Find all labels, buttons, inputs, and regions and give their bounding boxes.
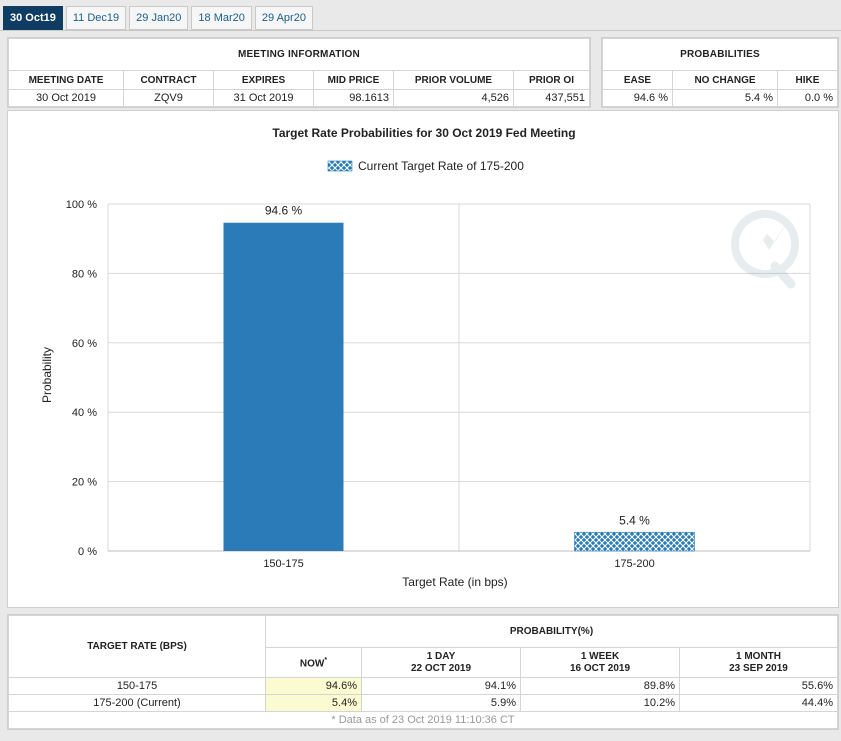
chart-labels: 0 % 20 % 40 % 60 % 80 % 100 % 94.6 % 150-175 5.4… [66, 199, 655, 570]
one-month-value-cell: 55.6% [679, 677, 838, 695]
one-day-date: 22 OCT 2019 [410, 662, 472, 674]
tab-18-mar20[interactable]: 18 Mar20 [191, 6, 252, 30]
prior-volume-header: PRIOR VOLUME [393, 70, 514, 90]
now-value-cell: 5.4% [265, 694, 362, 712]
contract-header: CONTRACT [123, 70, 214, 90]
one-week-value-cell: 10.2% [520, 694, 680, 712]
y-tick-label: 0 % [78, 546, 97, 558]
tab-29-jan20[interactable]: 29 Jan20 [129, 6, 189, 30]
expires-value: 31 Oct 2019 [213, 89, 314, 107]
contract-value: ZQV9 [123, 89, 214, 107]
mid-price-header: MID PRICE [313, 70, 394, 90]
chart-title: Target Rate Probabilities for 30 Oct 201… [272, 126, 575, 140]
no-change-value: 5.4 % [672, 89, 778, 107]
tabs-divider [0, 30, 841, 31]
one-day-header: 1 DAY 22 OCT 2019 [361, 647, 521, 678]
now-value-cell: 94.6% [265, 677, 362, 695]
tab-11-dec19[interactable]: 11 Dec19 [65, 6, 127, 30]
meeting-tabs: 30 Oct19 11 Dec19 29 Jan20 18 Mar20 29 A… [3, 6, 316, 30]
target-rate-cell: 150-175 [8, 677, 266, 695]
probability-chart: Target Rate Probabilities for 30 Oct 201… [40, 126, 811, 589]
y-tick-label: 80 % [72, 268, 97, 280]
bar-150-175[interactable] [223, 222, 344, 551]
meeting-information-title: MEETING INFORMATION [8, 38, 590, 71]
bar-value-label: 5.4 % [619, 513, 650, 527]
hike-header: HIKE [777, 70, 838, 90]
tab-29-apr20[interactable]: 29 Apr20 [254, 6, 313, 30]
probabilities-title: PROBABILITIES [602, 38, 838, 71]
x-tick-label: 150-175 [263, 558, 303, 570]
legend-label: Current Target Rate of 175-200 [358, 159, 524, 173]
bar-175-200[interactable] [574, 531, 695, 552]
probability-header: PROBABILITY(%) [265, 615, 838, 648]
y-tick-label: 40 % [72, 407, 97, 419]
now-footnote-mark: * [324, 656, 328, 664]
one-day-value-cell: 5.9% [361, 694, 521, 712]
data-timestamp-footnote: * Data as of 23 Oct 2019 11:10:36 CT [8, 711, 838, 729]
one-week-header: 1 WEEK 16 OCT 2019 [520, 647, 680, 678]
target-rate-cell: 175-200 (Current) [8, 694, 266, 712]
ease-header: EASE [602, 70, 673, 90]
meeting-information-panel: MEETING INFORMATION MEETING DATE CONTRAC… [7, 37, 591, 108]
table-row: 150-175 94.6% 94.1% 89.8% 55.6% [8, 677, 838, 695]
meeting-date-value: 30 Oct 2019 [8, 89, 124, 107]
prior-oi-header: PRIOR OI [513, 70, 590, 90]
one-day-value-cell: 94.1% [361, 677, 521, 695]
target-rate-header: TARGET RATE (BPS) [8, 615, 266, 678]
one-week-date: 16 OCT 2019 [569, 662, 631, 674]
watermark-logo [731, 210, 799, 289]
bar-value-label: 94.6 % [265, 204, 303, 218]
chart-grid [107, 203, 811, 552]
one-month-date: 23 SEP 2019 [729, 662, 788, 674]
no-change-header: NO CHANGE [672, 70, 778, 90]
y-axis-title: Probability [40, 347, 54, 403]
ease-value: 94.6 % [602, 89, 673, 107]
chart-panel: Target Rate Probabilities for 30 Oct 201… [7, 110, 839, 608]
legend-swatch [327, 160, 353, 172]
one-day-label: 1 DAY [426, 650, 456, 662]
now-header: NOW* [265, 647, 362, 678]
one-month-header: 1 MONTH 23 SEP 2019 [679, 647, 838, 678]
y-tick-label: 100 % [66, 199, 97, 211]
one-week-value-cell: 89.8% [520, 677, 680, 695]
one-week-label: 1 WEEK [580, 650, 620, 662]
y-tick-label: 20 % [72, 477, 97, 489]
y-tick-label: 60 % [72, 338, 97, 350]
one-month-value-cell: 44.4% [679, 694, 838, 712]
one-month-label: 1 MONTH [736, 650, 781, 662]
mid-price-value: 98.1613 [313, 89, 394, 107]
table-row: 175-200 (Current) 5.4% 5.9% 10.2% 44.4% [8, 694, 838, 712]
x-axis-title: Target Rate (in bps) [402, 575, 507, 589]
expires-header: EXPIRES [213, 70, 314, 90]
probabilities-panel: PROBABILITIES EASE NO CHANGE HIKE 94.6 %… [601, 37, 839, 108]
now-label: NOW [299, 658, 325, 670]
prior-volume-value: 4,526 [393, 89, 514, 107]
tab-30-oct19[interactable]: 30 Oct19 [3, 6, 63, 30]
hike-value: 0.0 % [777, 89, 838, 107]
chart-bars [223, 222, 695, 552]
x-tick-label: 175-200 [614, 558, 654, 570]
prior-oi-value: 437,551 [513, 89, 590, 107]
probability-history-panel: TARGET RATE (BPS) PROBABILITY(%) NOW* 1 … [7, 614, 839, 730]
meeting-date-header: MEETING DATE [8, 70, 124, 90]
